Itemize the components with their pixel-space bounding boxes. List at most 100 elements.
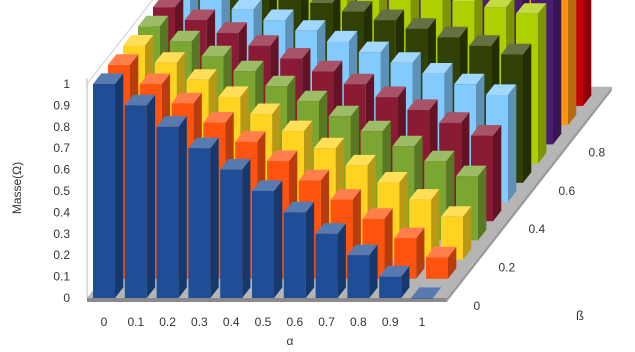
bar-top [297, 90, 328, 102]
x-axis-title: α [287, 334, 294, 348]
bar [347, 244, 378, 298]
bar-front [220, 169, 243, 298]
bar-top [312, 60, 343, 72]
bar-top [298, 169, 330, 181]
bar-top [375, 86, 406, 98]
x-tick-label: 0 [101, 315, 108, 329]
bar-top [347, 244, 378, 256]
y-tick-label: 1 [63, 77, 70, 91]
bar-top [501, 43, 532, 55]
bar-front [124, 105, 147, 299]
bar-side [523, 43, 532, 183]
bar-top [265, 75, 296, 87]
bar-side [369, 244, 378, 298]
chart-floor-side [446, 86, 612, 302]
bar-top [280, 48, 311, 59]
bar-top [516, 3, 547, 14]
bar [124, 94, 156, 299]
y-tick-label: 0.4 [53, 205, 70, 219]
bar-top [203, 112, 234, 123]
bar-top [235, 131, 266, 142]
y-axis-title: Masse(Ω) [10, 162, 24, 214]
bar-top [154, 52, 186, 63]
bar-top [342, 1, 373, 12]
bar-front [315, 233, 338, 298]
bar-top [328, 105, 360, 117]
bar-top [390, 52, 421, 63]
bar-front [156, 126, 179, 298]
bar-top [295, 20, 326, 31]
bar-top [379, 266, 410, 277]
bar-top [216, 22, 247, 33]
y-tick-label: 0.7 [53, 141, 70, 155]
x-tick-label: 0.5 [255, 315, 272, 329]
bar-top [250, 103, 281, 115]
z-tick-label: 0 [473, 299, 480, 313]
bar-side [463, 206, 472, 260]
bar-top [186, 69, 217, 80]
bar-top [310, 0, 335, 3]
bar-top [171, 92, 202, 104]
bar-side [508, 84, 517, 202]
bar-top [201, 45, 232, 57]
bar-top [471, 125, 502, 136]
bar-top [327, 30, 358, 42]
bar-side [478, 165, 487, 241]
bar-top [469, 35, 500, 46]
bar [411, 287, 442, 299]
x-tick-label: 0.9 [382, 315, 399, 329]
bar-side [553, 0, 562, 145]
y-tick-label: 0.3 [53, 227, 70, 241]
bar-side [568, 0, 577, 126]
bar-top [248, 35, 279, 46]
bar-side [242, 159, 251, 298]
bar-top [233, 60, 264, 72]
y-tick-label: 0.6 [53, 163, 70, 177]
bar-front [252, 191, 274, 298]
x-tick-label: 0.7 [318, 315, 335, 329]
bar-top [282, 120, 313, 132]
bar-top [345, 154, 376, 166]
bar-top [456, 165, 487, 177]
bar-side [115, 73, 124, 299]
bar-top [373, 9, 405, 21]
bar-top [360, 120, 391, 132]
bar-side [401, 266, 410, 298]
bar-top [424, 150, 455, 162]
bar-side [448, 246, 457, 279]
bar-side [538, 3, 547, 164]
bar-top [315, 223, 346, 234]
bar-side [583, 0, 592, 106]
chart-floor-edge [87, 298, 447, 302]
bar-front [283, 212, 306, 298]
bar-front [347, 255, 370, 298]
bar-side [416, 227, 425, 279]
bar-top [138, 15, 169, 27]
bar [379, 266, 410, 298]
bar-top [218, 86, 249, 97]
back-wall-top [86, 0, 154, 85]
bar-top [407, 99, 438, 110]
bar [252, 180, 283, 298]
bar-top [486, 84, 517, 95]
y-tick-label: 0.8 [53, 120, 70, 134]
bar-front [188, 148, 211, 298]
bar-top [169, 30, 201, 42]
bar-top [394, 227, 425, 239]
bar-top [124, 94, 156, 106]
bar-front [93, 84, 115, 298]
bar-top [392, 135, 423, 147]
bar-front [426, 257, 448, 279]
bar-side [384, 208, 393, 279]
bar-top [362, 208, 393, 219]
z-tick-label: 0.8 [588, 145, 605, 159]
bar-top [454, 73, 485, 85]
y-tick-label: 0.1 [53, 270, 70, 284]
x-tick-label: 0.1 [127, 315, 144, 329]
bar-side [493, 125, 502, 222]
bar-top [123, 35, 154, 46]
bar-top [184, 9, 216, 20]
bar-top [263, 9, 294, 21]
bar-side [305, 201, 315, 298]
bar-top [93, 73, 124, 84]
